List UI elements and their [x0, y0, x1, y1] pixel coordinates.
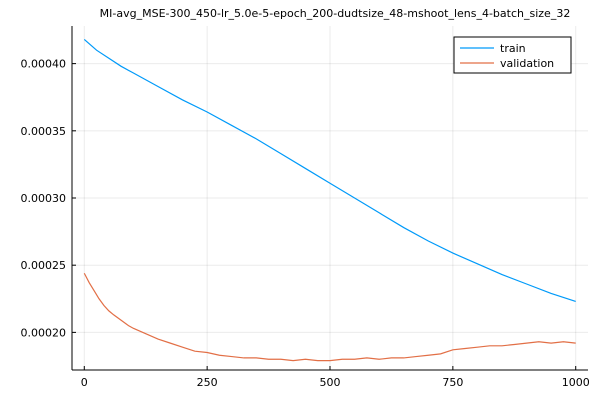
- y-tick-label: 0.00040: [21, 58, 67, 71]
- y-tick-label: 0.00025: [21, 259, 67, 272]
- legend-label-train: train: [500, 42, 526, 55]
- axes: 0 250 500 750 1000 0.00020 0.00025 0.00030 0.000…: [21, 26, 590, 389]
- x-tick-label: 1000: [562, 376, 590, 389]
- y-tick-label: 0.00020: [21, 326, 67, 339]
- y-tick-label: 0.00030: [21, 192, 67, 205]
- grid: [72, 26, 588, 370]
- chart-title: MI-avg_MSE-300_450-lr_5.0e-5-epoch_200-d…: [100, 7, 571, 20]
- legend-box: [453, 36, 572, 74]
- legend-label-validation: validation: [500, 57, 554, 70]
- series-line-validation: [83, 272, 576, 362]
- series-lines: [83, 38, 576, 362]
- series-line-train: [83, 38, 576, 303]
- legend: train validation: [453, 36, 572, 74]
- x-tick-label: 750: [442, 376, 463, 389]
- y-tick-label: 0.00035: [21, 125, 67, 138]
- x-tick-label: 250: [197, 376, 218, 389]
- x-tick-label: 500: [320, 376, 341, 389]
- x-tick-label: 0: [81, 376, 88, 389]
